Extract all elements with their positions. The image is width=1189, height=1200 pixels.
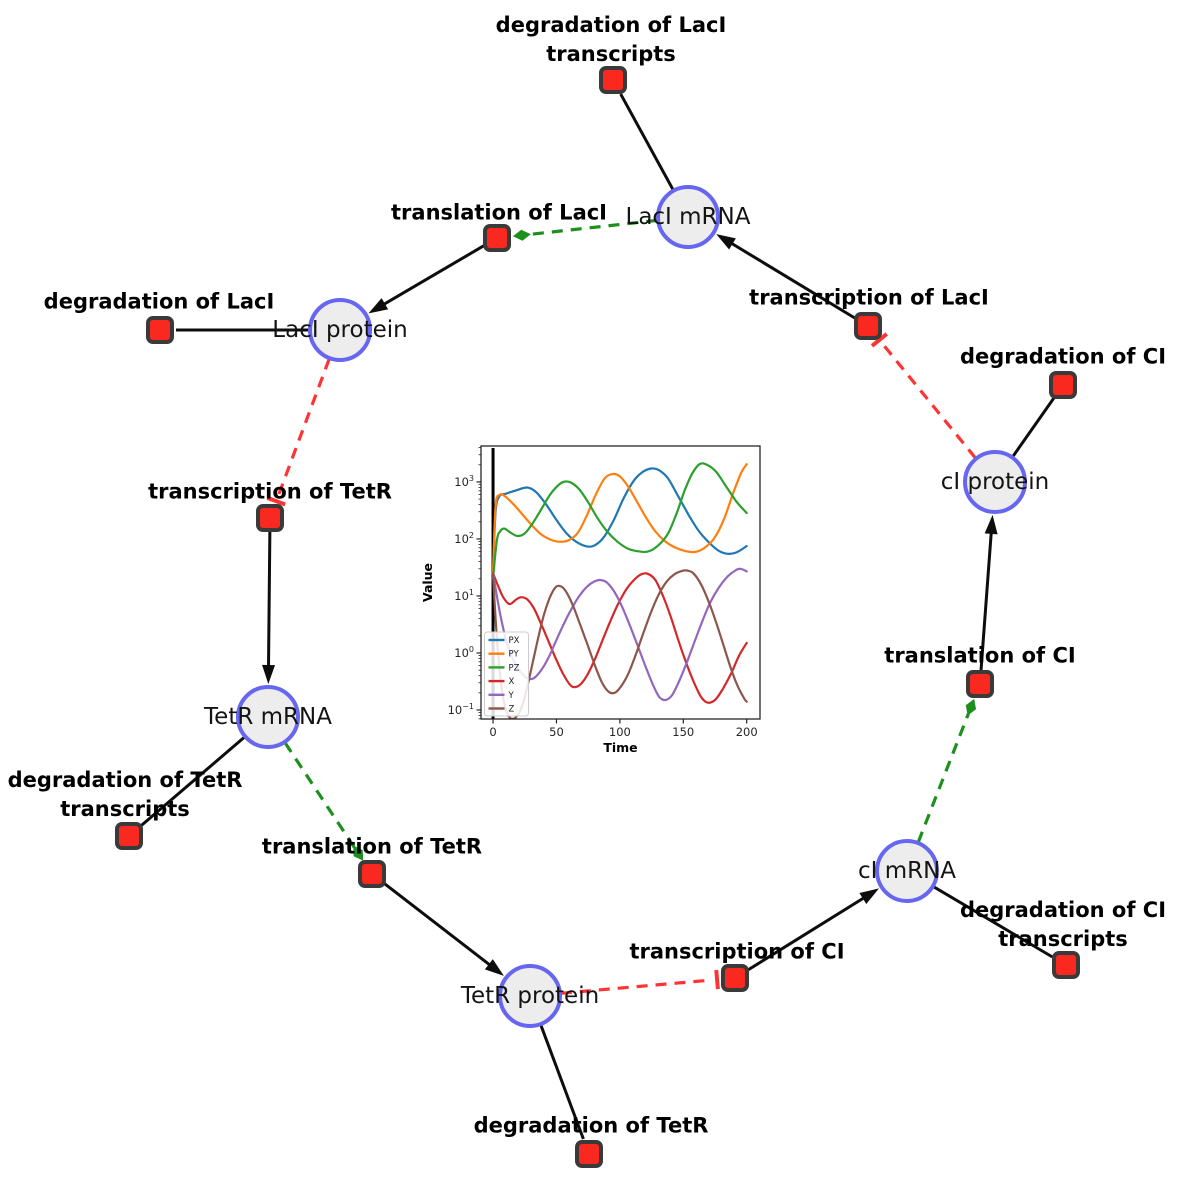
legend-label-PX: PX: [509, 636, 520, 646]
edge-transcription-ci-ci-mrna: [746, 892, 872, 972]
inset-chart: 0 50 100 150 200 10−1 100 101 102 103 Time Value PX P…: [415, 430, 775, 765]
legend-label-Y: Y: [508, 691, 515, 701]
chart-y-tick-label: 10−1: [448, 702, 474, 717]
edge-laci-protein-transcription-tetr: [276, 358, 331, 498]
chart-y-tick-label: 100: [454, 645, 474, 660]
chart-x-tick-label: 0: [489, 725, 496, 739]
chart-ylabel: Value: [420, 563, 435, 602]
chart-spines: [480, 445, 761, 720]
edge-tetr-mrna-translation-tetr-diamond: [353, 845, 364, 861]
edge-tetr-protein-transcription-ci: [560, 978, 713, 995]
edge-transcription-tetr-tetr-mrna: [266, 531, 272, 675]
legend-label-PY: PY: [509, 650, 520, 660]
chart-series-PZ: [491, 462, 748, 580]
species-node-tetr-mrna: [236, 685, 300, 749]
edge-translation-tetr-tetr-protein-arrowhead: [484, 959, 504, 976]
edge-ci-mrna-translation-ci-diamond: [965, 698, 977, 716]
reaction-node-translation-tetr: [358, 860, 386, 888]
edge-ci-protein-transcription-laci-tee: [870, 332, 888, 348]
legend-label-PZ: PZ: [509, 663, 520, 673]
reaction-node-deg-ci: [1049, 371, 1077, 399]
edge-translation-ci-ci-protein-arrowhead: [984, 514, 998, 535]
chart-y-tick-label: 101: [454, 588, 474, 603]
nodes-group: [115, 66, 1080, 1168]
chart-legend: [484, 631, 529, 717]
chart-series-PY: [491, 463, 748, 575]
edge-laci-mrna-translation-laci-diamond: [512, 229, 531, 241]
reaction-node-deg-laci-transcripts: [599, 66, 627, 94]
reaction-node-deg-laci: [146, 316, 174, 344]
species-node-laci-protein: [308, 298, 372, 362]
edge-tetr-mrna-deg-tetr-transcripts: [140, 736, 246, 827]
edges-group: [140, 93, 1056, 1140]
legend-label-X: X: [509, 677, 515, 687]
edge-translation-laci-laci-protein: [376, 243, 486, 310]
legend-label-Z: Z: [509, 705, 515, 715]
edge-tetr-protein-transcription-ci-tee: [714, 969, 720, 990]
chart-y-tick-label: 102: [454, 531, 474, 546]
chart-series-PX: [491, 467, 748, 575]
edge-ci-protein-transcription-laci: [881, 342, 977, 459]
edge-transcription-tetr-tetr-mrna-arrowhead: [262, 664, 276, 685]
edge-laci-mrna-deg-laci-transcripts: [619, 93, 675, 191]
edge-laci-protein-transcription-tetr-tee: [266, 495, 286, 507]
edge-transcription-laci-laci-mrna: [724, 237, 857, 321]
species-node-laci-mrna: [656, 185, 720, 249]
chart-background: [415, 430, 775, 765]
edge-ci-protein-deg-ci: [1011, 397, 1056, 458]
reaction-node-translation-ci: [966, 670, 994, 698]
reaction-node-translation-laci: [483, 224, 511, 252]
edge-transcription-ci-ci-mrna-arrowhead: [859, 888, 879, 904]
reaction-node-deg-ci-transcripts: [1052, 951, 1080, 979]
edge-transcription-laci-laci-mrna-arrowhead: [716, 234, 736, 250]
edge-translation-ci-ci-protein: [979, 524, 994, 671]
edge-tetr-mrna-translation-tetr: [283, 741, 356, 849]
reaction-node-deg-tetr: [575, 1140, 603, 1168]
reaction-node-transcription-laci: [854, 312, 882, 340]
species-node-ci-mrna: [875, 839, 939, 903]
reaction-node-deg-tetr-transcripts: [115, 822, 143, 850]
chart-x-tick-label: 100: [609, 725, 631, 739]
species-node-ci-protein: [963, 450, 1027, 514]
edge-translation-laci-laci-protein-arrowhead: [368, 298, 389, 314]
species-node-tetr-protein: [498, 964, 562, 1028]
chart-x-tick-label: 50: [549, 725, 564, 739]
chart-series-X: [491, 572, 748, 704]
edge-translation-tetr-tetr-protein: [382, 881, 497, 971]
chart-x-tick-label: 150: [672, 725, 694, 739]
chart-x-tick-label: 200: [736, 725, 758, 739]
reaction-node-transcription-ci: [721, 964, 749, 992]
chart-y-tick-label: 103: [454, 474, 474, 489]
chart-xlabel: Time: [603, 740, 637, 755]
reaction-node-transcription-tetr: [256, 504, 284, 532]
edge-ci-mrna-translation-ci: [916, 713, 970, 843]
edge-ci-mrna-deg-ci-transcripts: [932, 885, 1053, 959]
edge-tetr-protein-deg-tetr: [539, 1024, 585, 1140]
edge-laci-mrna-translation-laci: [528, 218, 658, 237]
